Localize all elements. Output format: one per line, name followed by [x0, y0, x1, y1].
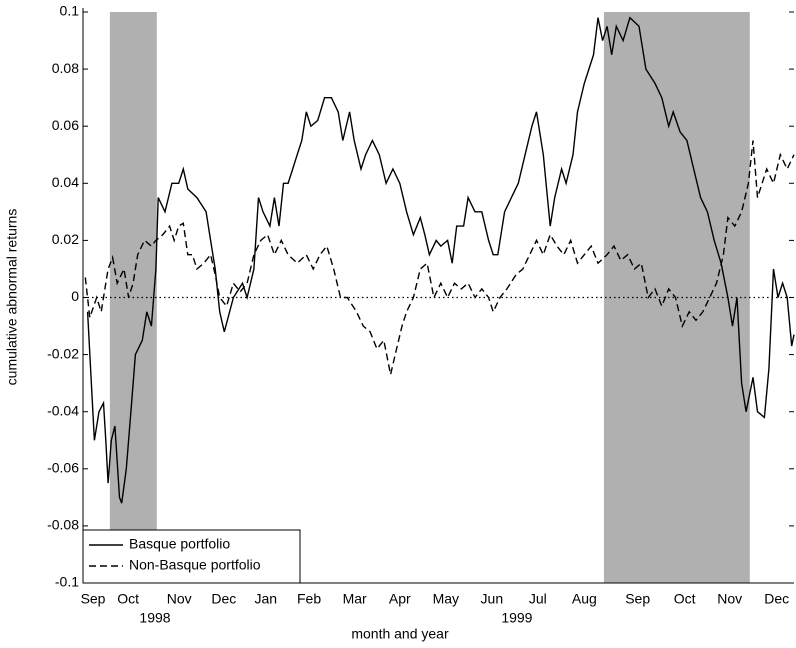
x-tick-label: Sep [81, 591, 106, 607]
y-tick-label: 0.06 [52, 117, 79, 133]
legend-label: Non-Basque portfolio [129, 557, 261, 573]
y-tick-label: -0.08 [47, 517, 79, 533]
x-tick-label: Aug [572, 591, 597, 607]
x-axis-label: month and year [351, 626, 449, 642]
year-label: 1998 [139, 610, 170, 626]
x-tick-label: Dec [211, 591, 236, 607]
legend-label: Basque portfolio [129, 536, 230, 552]
y-tick-label: -0.02 [47, 345, 79, 361]
series-line [84, 140, 795, 375]
x-tick-label: May [433, 591, 459, 607]
series-line [86, 16, 795, 504]
y-axis-label: cumulative abnormal returns [4, 209, 20, 386]
legend-box [82, 529, 301, 584]
x-tick-label: Nov [167, 591, 192, 607]
y-tick-label: 0 [71, 288, 79, 304]
x-tick-label: Apr [389, 591, 411, 607]
x-tick-label: Sep [625, 591, 650, 607]
y-tick-label: 0.08 [52, 60, 79, 76]
y-tick-label: -0.1 [55, 574, 79, 590]
year-label: 1999 [501, 610, 532, 626]
y-tick-label: 0.1 [60, 3, 80, 19]
y-tick-label: 0.04 [52, 174, 79, 190]
x-tick-label: Jun [481, 591, 504, 607]
y-tick-label: 0.02 [52, 231, 79, 247]
x-tick-label: Feb [297, 591, 321, 607]
y-tick-label: -0.04 [47, 402, 79, 418]
x-tick-label: Oct [117, 591, 139, 607]
x-tick-label: Mar [343, 591, 367, 607]
x-tick-label: Nov [717, 591, 742, 607]
x-tick-label: Jul [529, 591, 547, 607]
x-tick-label: Dec [764, 591, 789, 607]
y-tick-label: -0.06 [47, 460, 79, 476]
x-tick-label: Jan [254, 591, 277, 607]
x-tick-label: Oct [674, 591, 696, 607]
